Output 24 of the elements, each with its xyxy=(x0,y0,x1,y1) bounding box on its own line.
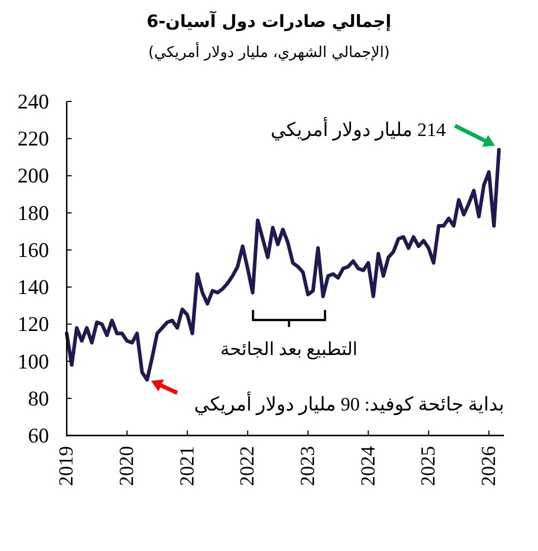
y-tick-label: 140 xyxy=(18,275,49,300)
x-tick-label: 2023 xyxy=(296,446,319,486)
annotation: بداية جائحة كوفيد: 90 مليار دولار أمريكي xyxy=(194,391,504,416)
y-tick-label: 240 xyxy=(18,90,49,114)
x-tick-label: 2026 xyxy=(478,446,500,486)
chart-subtitle: (الإجمالي الشهري، مليار دولار أمريكي) xyxy=(148,42,390,61)
chart-title: إجمالي صادرات دول آسيان-6 xyxy=(146,10,392,32)
y-tick-label: 220 xyxy=(18,126,49,151)
y-tick-label: 100 xyxy=(18,349,49,374)
y-tick-label: 160 xyxy=(18,238,49,262)
annotation: 214 مليار دولار أمريكي xyxy=(270,117,446,142)
annotation: التطبيع بعد الجائحة xyxy=(220,339,358,360)
y-tick-label: 120 xyxy=(18,312,49,336)
line-series xyxy=(64,148,501,382)
x-tick-label: 2024 xyxy=(357,446,380,486)
x-tick-label: 2021 xyxy=(176,446,198,486)
x-tick-label: 2025 xyxy=(418,446,440,486)
x-tick-label: 2019 xyxy=(56,446,78,486)
y-tick-label: 60 xyxy=(28,424,49,448)
x-tick-label: 2022 xyxy=(236,446,259,486)
y-tick-label: 180 xyxy=(18,200,49,225)
y-tick-label: 200 xyxy=(18,164,49,188)
y-tick-label: 80 xyxy=(28,386,49,410)
x-tick-label: 2020 xyxy=(116,446,138,486)
